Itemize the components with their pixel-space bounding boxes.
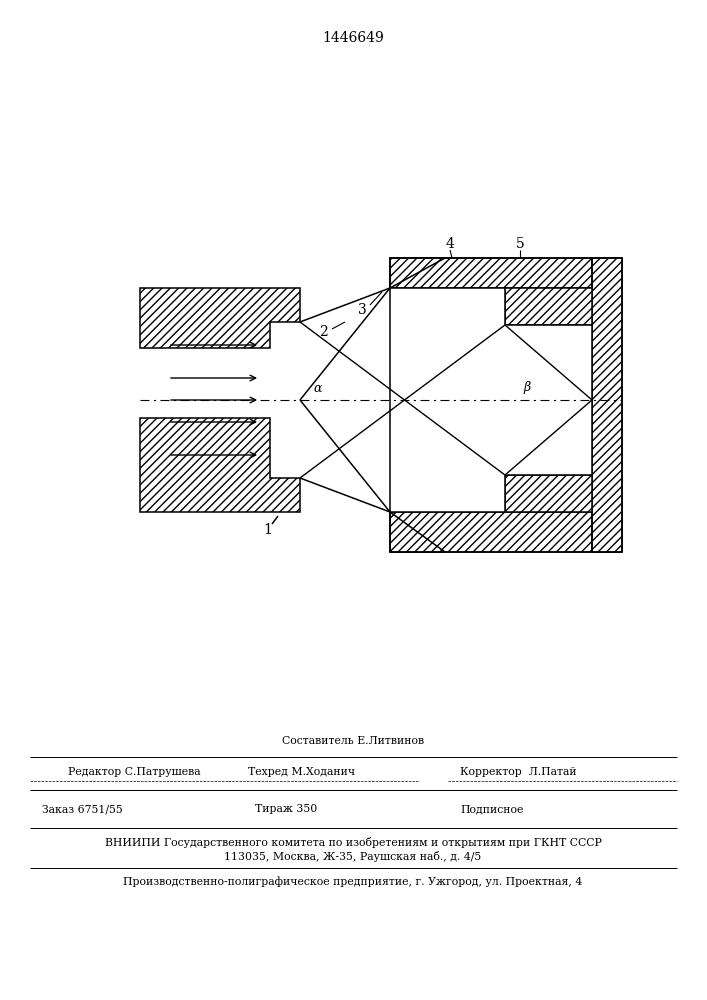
Text: 113035, Москва, Ж-35, Раушская наб., д. 4/5: 113035, Москва, Ж-35, Раушская наб., д. … (224, 852, 481, 862)
Text: 3: 3 (358, 303, 366, 317)
Text: 1: 1 (264, 523, 272, 537)
Polygon shape (505, 475, 592, 512)
Polygon shape (140, 418, 300, 512)
Polygon shape (592, 258, 622, 552)
Text: ВНИИПИ Государственного комитета по изобретениям и открытиям при ГКНТ СССР: ВНИИПИ Государственного комитета по изоб… (105, 838, 602, 848)
Polygon shape (390, 258, 622, 288)
Text: 2: 2 (319, 325, 327, 339)
Text: 5: 5 (515, 237, 525, 251)
Polygon shape (505, 288, 592, 325)
Text: Тираж 350: Тираж 350 (255, 804, 317, 814)
Text: β: β (523, 381, 531, 394)
Text: 4: 4 (445, 237, 455, 251)
Text: Редактор С.Патрушева: Редактор С.Патрушева (68, 767, 201, 777)
Polygon shape (390, 512, 622, 552)
Text: 1446649: 1446649 (322, 31, 384, 45)
Text: Техред М.Ходанич: Техред М.Ходанич (248, 767, 355, 777)
Polygon shape (390, 258, 445, 288)
Text: α: α (314, 381, 322, 394)
Polygon shape (390, 288, 592, 512)
Polygon shape (390, 512, 445, 552)
Text: Производственно-полиграфическое предприятие, г. Ужгород, ул. Проектная, 4: Производственно-полиграфическое предприя… (124, 877, 583, 887)
Text: Подписное: Подписное (460, 804, 523, 814)
Text: Составитель Е.Литвинов: Составитель Е.Литвинов (282, 736, 424, 746)
Text: Заказ 6751/55: Заказ 6751/55 (42, 804, 123, 814)
Polygon shape (140, 288, 300, 348)
Text: Корректор  Л.Патай: Корректор Л.Патай (460, 767, 577, 777)
